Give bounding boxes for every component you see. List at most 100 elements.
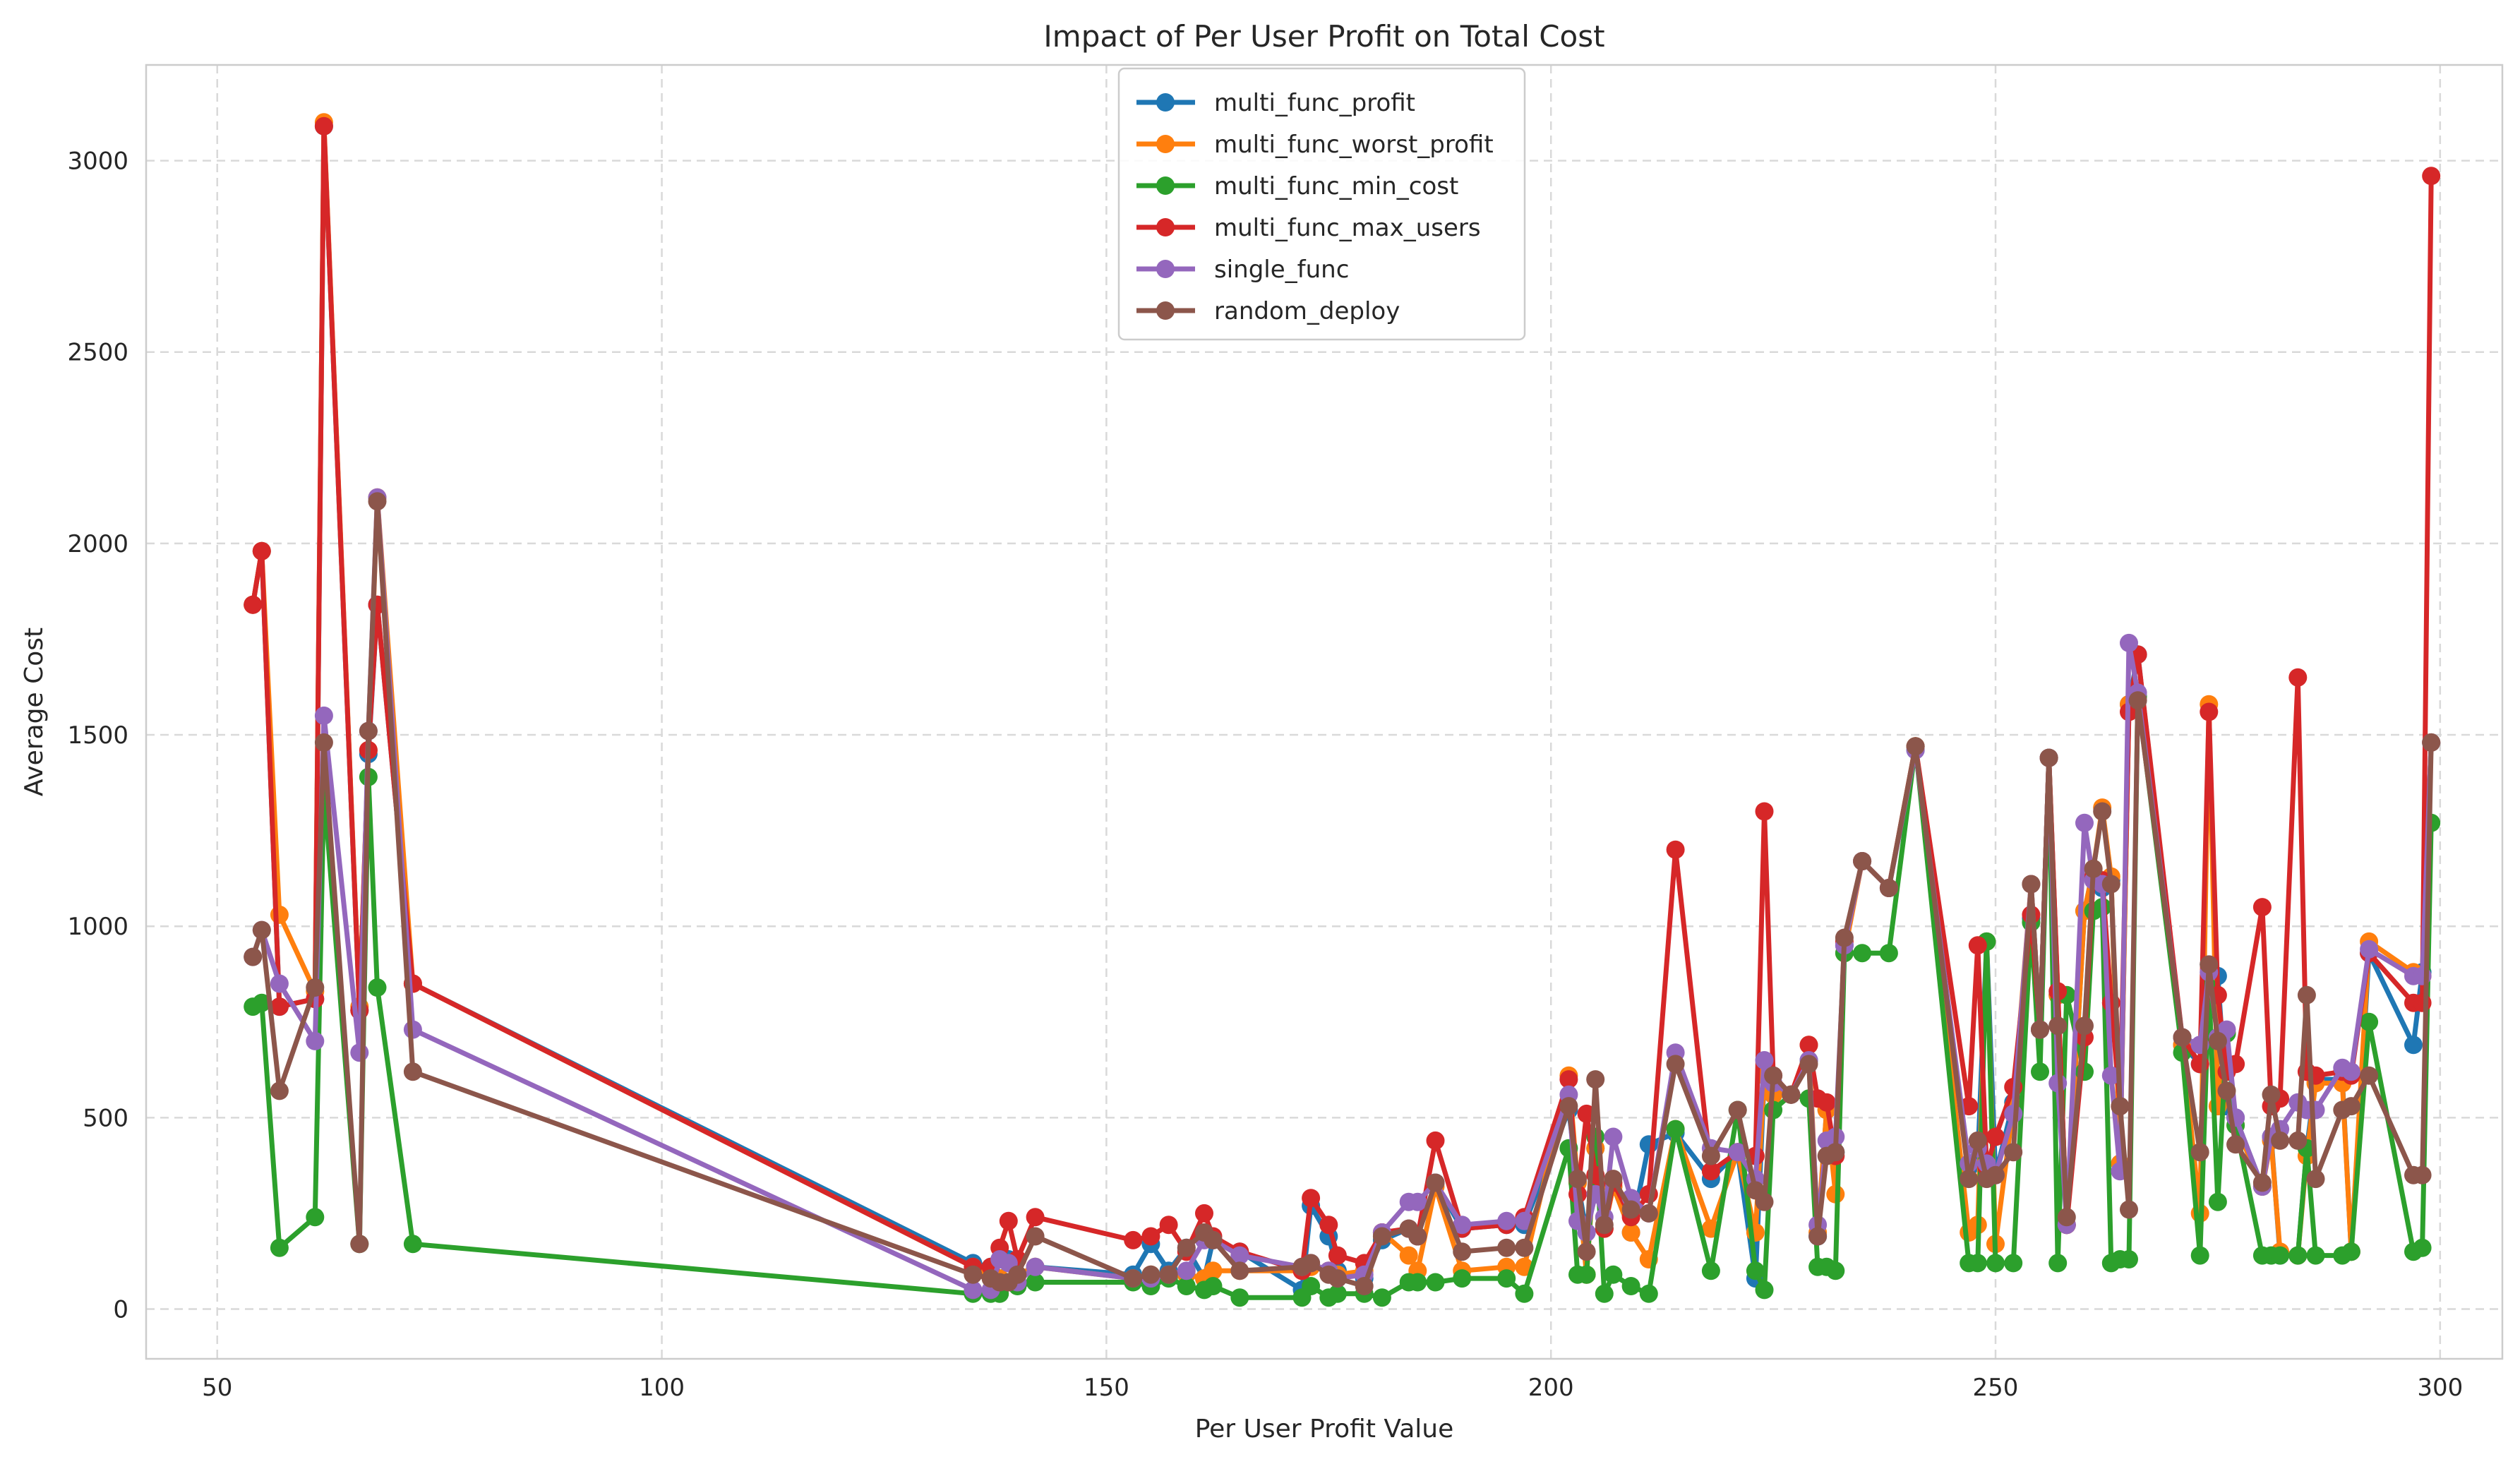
data-point bbox=[2048, 1016, 2068, 1036]
data-point bbox=[1666, 840, 1685, 859]
data-point bbox=[244, 947, 263, 966]
data-point bbox=[2128, 691, 2147, 710]
data-point bbox=[270, 974, 289, 993]
y-axis-label: Average Cost bbox=[20, 628, 49, 796]
data-point bbox=[1426, 1273, 1445, 1292]
data-point bbox=[1328, 1246, 1347, 1265]
data-point bbox=[2190, 1143, 2209, 1162]
data-point bbox=[2075, 813, 2094, 832]
data-point bbox=[2422, 167, 2441, 186]
data-point bbox=[1408, 1227, 1427, 1246]
data-point bbox=[1879, 879, 1898, 897]
data-point bbox=[350, 1235, 369, 1254]
data-point bbox=[1124, 1230, 1143, 1249]
y-tick-label: 2000 bbox=[67, 530, 128, 558]
data-point bbox=[1853, 944, 1872, 963]
data-point bbox=[1906, 737, 1925, 756]
data-point bbox=[2004, 1254, 2023, 1273]
data-point bbox=[2341, 1242, 2360, 1261]
data-point bbox=[2306, 1246, 2325, 1265]
data-point bbox=[1355, 1277, 1374, 1295]
y-tick-label: 3000 bbox=[67, 148, 128, 176]
plot-frame bbox=[145, 64, 2504, 1360]
data-point bbox=[1968, 1131, 1987, 1150]
data-point bbox=[1302, 1254, 1321, 1273]
data-point bbox=[1204, 1230, 1223, 1249]
data-point bbox=[2288, 1246, 2308, 1265]
chart-title: Impact of Per User Profit on Total Cost bbox=[1043, 19, 1604, 54]
data-point bbox=[964, 1280, 983, 1300]
data-point bbox=[1195, 1204, 1213, 1223]
data-point bbox=[270, 997, 289, 1016]
legend-item: random_deploy bbox=[1136, 297, 1400, 325]
data-point bbox=[1826, 1261, 1845, 1280]
data-point bbox=[2413, 993, 2432, 1012]
data-point bbox=[1755, 1192, 1774, 1211]
data-point bbox=[1755, 1280, 1774, 1300]
legend-swatch-marker bbox=[1156, 93, 1175, 112]
y-tick-label: 500 bbox=[83, 1104, 128, 1132]
legend-item: multi_func_min_cost bbox=[1136, 172, 1458, 200]
data-point bbox=[1853, 852, 1872, 870]
data-point bbox=[1755, 1051, 1774, 1069]
data-point bbox=[2360, 1066, 2379, 1085]
data-point bbox=[1302, 1277, 1321, 1295]
legend-swatch-marker bbox=[1156, 135, 1175, 153]
data-point bbox=[1595, 1216, 1614, 1235]
data-point bbox=[1826, 1143, 1845, 1162]
data-point bbox=[1746, 1261, 1765, 1280]
data-point bbox=[999, 1211, 1018, 1230]
legend-item: single_func bbox=[1136, 256, 1349, 284]
data-point bbox=[270, 1238, 289, 1257]
data-point bbox=[1764, 1066, 1783, 1085]
data-point bbox=[1026, 1273, 1045, 1292]
data-point bbox=[1453, 1269, 1472, 1288]
data-point bbox=[1408, 1192, 1427, 1211]
data-point bbox=[306, 978, 325, 997]
legend-item: multi_func_profit bbox=[1136, 89, 1415, 117]
x-axis: 50 100 150 200 250 300 bbox=[202, 1374, 2463, 1402]
data-point bbox=[1515, 1238, 1534, 1257]
data-point bbox=[2075, 1016, 2094, 1036]
data-point bbox=[2111, 1097, 2130, 1116]
data-point bbox=[2093, 802, 2112, 821]
data-point bbox=[1559, 1097, 1578, 1116]
data-point bbox=[403, 1235, 422, 1254]
data-point bbox=[1453, 1242, 1472, 1261]
data-point bbox=[2271, 1246, 2290, 1265]
series-random_deploy bbox=[244, 492, 2441, 1295]
data-point bbox=[2252, 898, 2272, 917]
y-tick-label: 1500 bbox=[67, 721, 128, 750]
legend-label: single_func bbox=[1214, 256, 1349, 284]
data-point bbox=[252, 993, 271, 1012]
series-layer bbox=[244, 113, 2441, 1307]
data-point bbox=[359, 721, 378, 740]
data-point bbox=[270, 905, 289, 924]
data-point bbox=[1141, 1265, 1160, 1284]
x-tick-label: 200 bbox=[1528, 1374, 1574, 1402]
data-point bbox=[1960, 1170, 1979, 1189]
data-point bbox=[1621, 1200, 1640, 1219]
data-point bbox=[2341, 1097, 2360, 1116]
data-point bbox=[2048, 1254, 2068, 1273]
data-point bbox=[1728, 1100, 1747, 1120]
data-point bbox=[1177, 1261, 1196, 1280]
data-point bbox=[1302, 1189, 1321, 1208]
data-point bbox=[2101, 875, 2120, 894]
data-point bbox=[2226, 1135, 2245, 1154]
data-point bbox=[1497, 1211, 1516, 1230]
data-point bbox=[368, 492, 387, 511]
data-point bbox=[1177, 1277, 1196, 1295]
data-point bbox=[2217, 1081, 2236, 1100]
data-point bbox=[2173, 1028, 2192, 1047]
data-point bbox=[1497, 1238, 1516, 1257]
data-point bbox=[1568, 1170, 1587, 1189]
data-point bbox=[368, 978, 387, 997]
data-point bbox=[1621, 1277, 1640, 1295]
data-point bbox=[1204, 1277, 1223, 1295]
legend-swatch-marker bbox=[1156, 218, 1175, 236]
y-tick-label: 1000 bbox=[67, 913, 128, 941]
x-tick-label: 50 bbox=[202, 1374, 232, 1402]
x-tick-label: 150 bbox=[1084, 1374, 1129, 1402]
